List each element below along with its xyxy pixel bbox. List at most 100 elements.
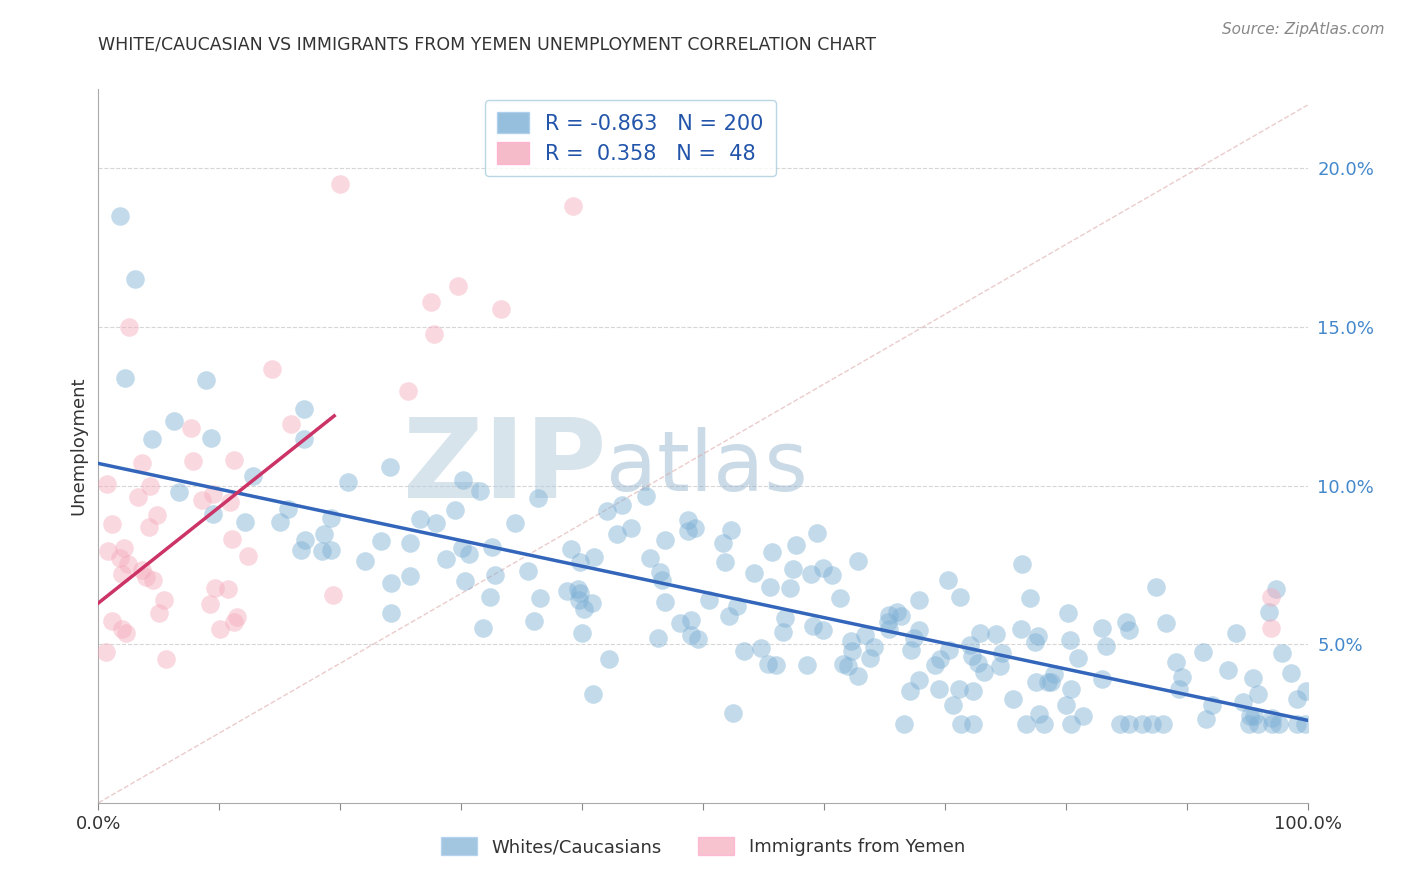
Point [1002,692,1025,706]
Point [163,414,186,428]
Point [380,576,402,591]
Point [668,615,690,630]
Point [756,657,779,672]
Point [399,569,422,583]
Point [523,614,546,628]
Point [294,533,316,547]
Point [444,503,467,517]
Point [194,373,217,387]
Point [1260,621,1282,635]
Point [202,487,225,501]
Point [1264,582,1286,597]
Point [942,698,965,712]
Point [654,594,676,608]
Point [846,553,869,567]
Point [1118,623,1140,637]
Point [1118,716,1140,731]
Point [1144,580,1167,594]
Point [96,477,118,491]
Point [1028,707,1050,722]
Point [311,544,333,558]
Point [1010,622,1032,636]
Point [620,521,643,535]
Point [111,622,134,636]
Point [489,301,512,316]
Point [221,532,243,546]
Point [962,716,984,731]
Point [217,582,239,596]
Point [837,659,859,673]
Point [96,645,118,659]
Point [714,555,737,569]
Point [1091,673,1114,687]
Point [110,550,132,565]
Point [180,421,202,435]
Point [648,566,671,580]
Point [1095,639,1118,653]
Point [962,683,984,698]
Point [581,596,603,610]
Point [280,417,302,432]
Point [451,474,474,488]
Point [319,542,342,557]
Point [124,272,146,286]
Point [938,642,960,657]
Point [1130,716,1153,731]
Point [468,483,491,498]
Point [138,520,160,534]
Point [226,610,249,624]
Point [929,652,952,666]
Point [832,657,855,672]
Point [973,665,995,680]
Point [877,622,900,636]
Point [292,432,315,446]
Point [1237,716,1260,731]
Point [336,475,359,489]
Point [101,614,124,628]
Text: atlas: atlas [606,427,808,508]
Point [1279,665,1302,680]
Point [260,362,283,376]
Point [1115,615,1137,629]
Point [127,490,149,504]
Point [651,573,673,587]
Text: ZIP: ZIP [404,414,606,521]
Point [721,706,744,721]
Point [720,523,742,537]
Point [1261,716,1284,731]
Point [583,550,606,565]
Point [408,512,430,526]
Point [111,566,134,581]
Point [1243,708,1265,723]
Point [969,625,991,640]
Point [1067,651,1090,665]
Point [567,582,589,596]
Point [679,628,702,642]
Point [697,592,720,607]
Point [948,681,970,696]
Point [1268,716,1291,731]
Point [152,593,174,607]
Point [779,581,801,595]
Point [1054,698,1077,712]
Point [142,574,165,588]
Point [131,456,153,470]
Point [908,673,931,687]
Point [148,607,170,621]
Point [290,543,312,558]
Point [572,602,595,616]
Point [1071,708,1094,723]
Point [749,641,772,656]
Point [208,622,231,636]
Point [876,615,898,629]
Point [949,590,972,604]
Point [598,651,620,665]
Point [484,567,506,582]
Point [1025,674,1047,689]
Point [169,485,191,500]
Point [420,295,443,310]
Point [396,384,419,399]
Point [312,526,335,541]
Point [1024,635,1046,649]
Point [1091,621,1114,635]
